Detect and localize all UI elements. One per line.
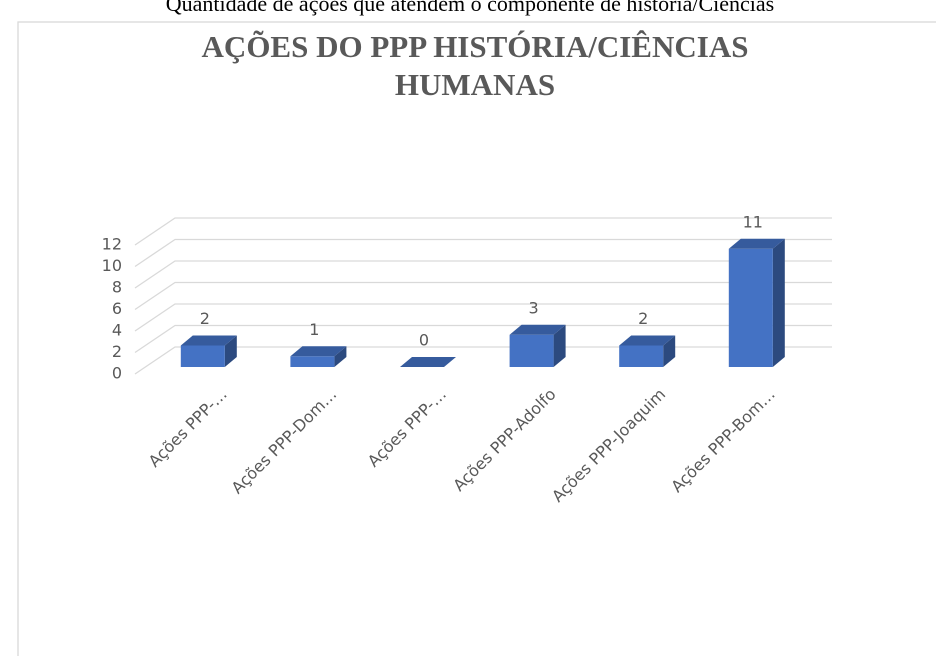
- value-label: 1: [309, 320, 319, 339]
- grid-line: [134, 217, 832, 246]
- grid-line: [134, 281, 832, 311]
- y-tick-label: 4: [112, 321, 122, 340]
- bar: [180, 345, 225, 367]
- bar: [509, 334, 554, 367]
- grid-line: [134, 260, 832, 289]
- bar-top: [290, 346, 347, 357]
- bar-side: [663, 335, 676, 367]
- bar-side: [553, 324, 566, 367]
- grid-line: [134, 324, 832, 354]
- value-label: 2: [200, 309, 210, 328]
- bar-side: [772, 238, 785, 367]
- x-tick-label: Ações PPP-…: [364, 385, 450, 471]
- bar-side: [224, 335, 237, 367]
- chart-title: HUMANAS: [395, 67, 555, 102]
- value-label: 3: [529, 298, 539, 317]
- y-tick-label: 10: [102, 256, 122, 275]
- x-tick-label: Ações PPP-Bom…: [667, 385, 778, 496]
- value-label: 11: [743, 212, 763, 231]
- bar: [728, 248, 773, 367]
- x-tick-label: Ações PPP-Adolfo: [449, 385, 559, 495]
- grid-line: [134, 303, 832, 332]
- caption: Quantidade de ações que atendem o compon…: [166, 0, 774, 16]
- y-tick-label: 0: [112, 364, 122, 383]
- bar: [290, 356, 335, 367]
- bar-side: [334, 346, 347, 367]
- x-tick-label: Ações PPP-Joaquim: [548, 385, 669, 506]
- bar: [619, 345, 664, 367]
- value-label: 2: [638, 309, 648, 328]
- y-tick-label: 6: [112, 299, 122, 318]
- grid-line: [134, 346, 832, 375]
- bar-top: [400, 357, 456, 367]
- bar-top: [509, 324, 566, 335]
- x-tick-label: Ações PPP-…: [145, 385, 231, 471]
- x-tick-label: Ações PPP-Dom…: [228, 385, 341, 498]
- bar-top: [619, 335, 676, 346]
- bar-top: [728, 238, 785, 249]
- bar-top: [180, 335, 237, 346]
- value-label: 0: [419, 331, 429, 350]
- chart-title: AÇÕES DO PPP HISTÓRIA/CIÊNCIAS: [202, 29, 749, 64]
- chart-border: [17, 21, 936, 656]
- y-tick-label: 8: [112, 278, 122, 297]
- y-tick-label: 12: [102, 235, 122, 254]
- grid-line: [134, 238, 832, 268]
- y-tick-label: 2: [112, 342, 122, 361]
